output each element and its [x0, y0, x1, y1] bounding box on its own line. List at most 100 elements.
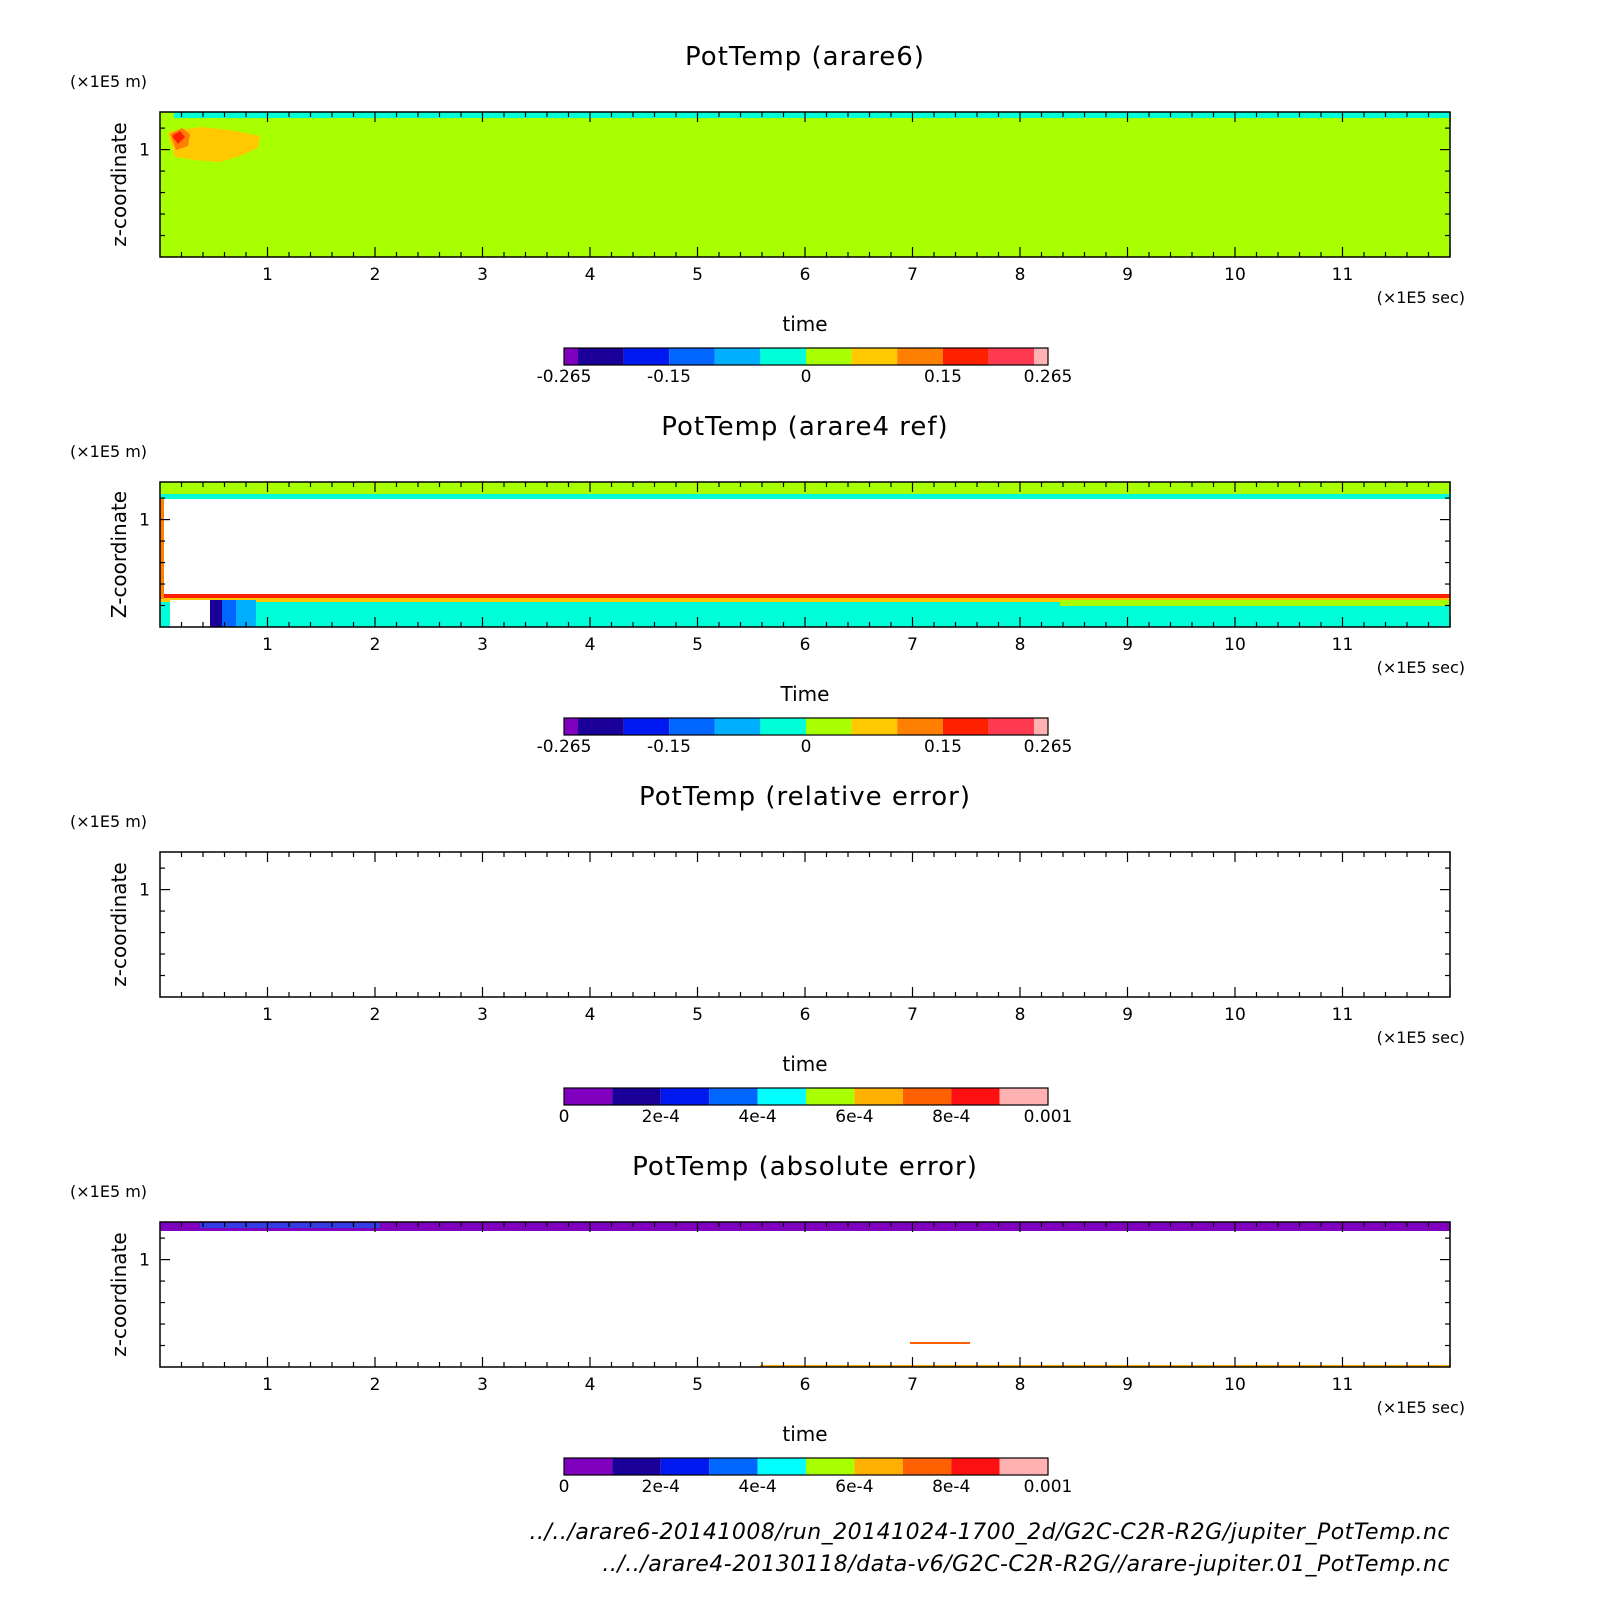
field-green-streak	[1060, 600, 1450, 606]
field-left	[160, 112, 174, 257]
colorbar-cell	[806, 348, 852, 365]
colorbar-tick-label: 0.001	[1024, 1477, 1073, 1497]
colorbar-cell	[564, 348, 578, 365]
colorbar-cell	[988, 348, 1034, 365]
x-tick-label: 6	[800, 1375, 811, 1395]
x-tick-label: 9	[1122, 635, 1133, 655]
panel-title: PotTemp (arare4 ref)	[661, 412, 948, 442]
x-tick-label: 6	[800, 635, 811, 655]
x-axis-label: time	[782, 312, 827, 336]
y-unit-label: (×1E5 m)	[70, 812, 147, 831]
x-tick-label: 10	[1224, 1005, 1246, 1025]
colorbar-cell	[760, 348, 806, 365]
colorbar-tick-label: 0	[801, 737, 812, 757]
colorbar-cell	[942, 718, 989, 735]
x-unit-label: (×1E5 sec)	[1377, 1028, 1465, 1047]
colorbar-cell	[951, 1458, 1000, 1475]
field-red-line	[160, 594, 1450, 598]
colorbar-tick-label: -0.15	[647, 737, 691, 757]
x-tick-label: 3	[477, 1005, 488, 1025]
panel-3: PotTemp (relative error) (×1E5 m) 1 2 3 4 5 6 7 8…	[70, 782, 1465, 1127]
colorbar-cell	[851, 348, 898, 365]
x-tick-label: 4	[585, 1005, 596, 1025]
colorbar-cell	[806, 1458, 855, 1475]
colorbar-cell	[999, 1458, 1048, 1475]
colorbar-cell	[709, 1088, 758, 1105]
field-noise	[200, 1223, 380, 1228]
footer-path-1: ../../arare6-20141008/run_20141024-1700_…	[530, 1520, 1450, 1545]
colorbar: -0.265 -0.15 0 0.15 0.265	[537, 717, 1072, 757]
x-tick-label: 3	[477, 635, 488, 655]
panel-title: PotTemp (relative error)	[639, 782, 971, 812]
x-tick-label: 2	[370, 1005, 381, 1025]
x-tick-label: 3	[477, 265, 488, 285]
y-tick-label: 1	[139, 141, 150, 161]
colorbar-cell	[669, 348, 715, 365]
field-cold-3	[236, 600, 256, 627]
colorbar-cell	[806, 718, 852, 735]
x-tick-label: 5	[692, 635, 703, 655]
x-unit-label: (×1E5 sec)	[1377, 1398, 1465, 1417]
x-unit-label: (×1E5 sec)	[1377, 288, 1465, 307]
colorbar-frame	[563, 717, 1049, 736]
x-tick-label: 8	[1015, 635, 1026, 655]
x-tick-label: 4	[585, 265, 596, 285]
field-left-edge	[160, 499, 164, 599]
field-bottom-streak	[760, 1365, 1450, 1367]
x-tick-label: 2	[370, 265, 381, 285]
y-tick-label: 1	[139, 881, 150, 901]
colorbar-tick-label: 6e-4	[835, 1477, 873, 1497]
colorbar-cell	[951, 1088, 1000, 1105]
colorbar-cell	[1034, 348, 1048, 365]
x-tick-label: 9	[1122, 1005, 1133, 1025]
colorbar-cell	[1034, 718, 1048, 735]
colorbar-cell	[564, 1088, 613, 1105]
colorbar-tick-label: 8e-4	[932, 1477, 970, 1497]
colorbar-tick-label: 0.15	[924, 737, 962, 757]
x-tick-label: 11	[1332, 1005, 1354, 1025]
colorbar-cell	[897, 348, 943, 365]
colorbar-cell	[988, 718, 1034, 735]
x-tick-label: 7	[907, 265, 918, 285]
colorbar: 0 2e-4 4e-4 6e-4 8e-4 0.001	[559, 1087, 1073, 1127]
colorbar-tick-label: 2e-4	[642, 1477, 680, 1497]
x-tick-label: 1	[262, 265, 273, 285]
colorbar-cell	[757, 1458, 806, 1475]
colorbar-tick-label: 0.15	[924, 367, 962, 387]
colorbar-cell	[902, 1458, 952, 1475]
x-tick-label: 11	[1332, 635, 1354, 655]
heatmap-field	[160, 852, 1450, 997]
colorbar-cell	[578, 348, 624, 365]
x-tick-label: 4	[585, 1375, 596, 1395]
x-tick-label: 7	[907, 635, 918, 655]
x-tick-label: 7	[907, 1005, 918, 1025]
colorbar-cell	[714, 348, 761, 365]
colorbar-tick-label: 4e-4	[738, 1477, 776, 1497]
y-tick-label: 1	[139, 1251, 150, 1271]
colorbar-cell	[854, 1458, 903, 1475]
panel-2: PotTemp (arare4 ref)(×1E5 m)1 2 3 4 5 6 7 8 9 10 1…	[70, 412, 1465, 757]
colorbar-cell	[854, 1088, 903, 1105]
y-axis-label: z-coordinate	[107, 122, 131, 246]
panel-1: PotTemp (arare6)(×1E5 m)1 2 3 4 5 6 7 8 9 10 11(×1…	[70, 42, 1465, 387]
x-tick-label: 5	[692, 1375, 703, 1395]
y-unit-label: (×1E5 m)	[70, 1182, 147, 1201]
colorbar-cell	[669, 718, 715, 735]
warm-anomaly	[168, 127, 260, 162]
field-cold-1	[210, 600, 222, 627]
field-fill	[160, 112, 1450, 257]
x-tick-label: 8	[1015, 265, 1026, 285]
x-tick-label: 2	[370, 1375, 381, 1395]
x-tick-label: 7	[907, 1375, 918, 1395]
colorbar-tick-label: -0.265	[537, 367, 592, 387]
x-axis-label: time	[782, 1052, 827, 1076]
x-tick-label: 1	[262, 635, 273, 655]
colorbar-cell	[714, 718, 761, 735]
colorbar-frame	[563, 347, 1049, 366]
colorbar-frame	[563, 1087, 1049, 1106]
colorbar-cell	[999, 1088, 1048, 1105]
colorbar-cell	[709, 1458, 758, 1475]
colorbar-tick-label: 0.001	[1024, 1107, 1073, 1127]
colorbar-tick-label: 2e-4	[642, 1107, 680, 1127]
